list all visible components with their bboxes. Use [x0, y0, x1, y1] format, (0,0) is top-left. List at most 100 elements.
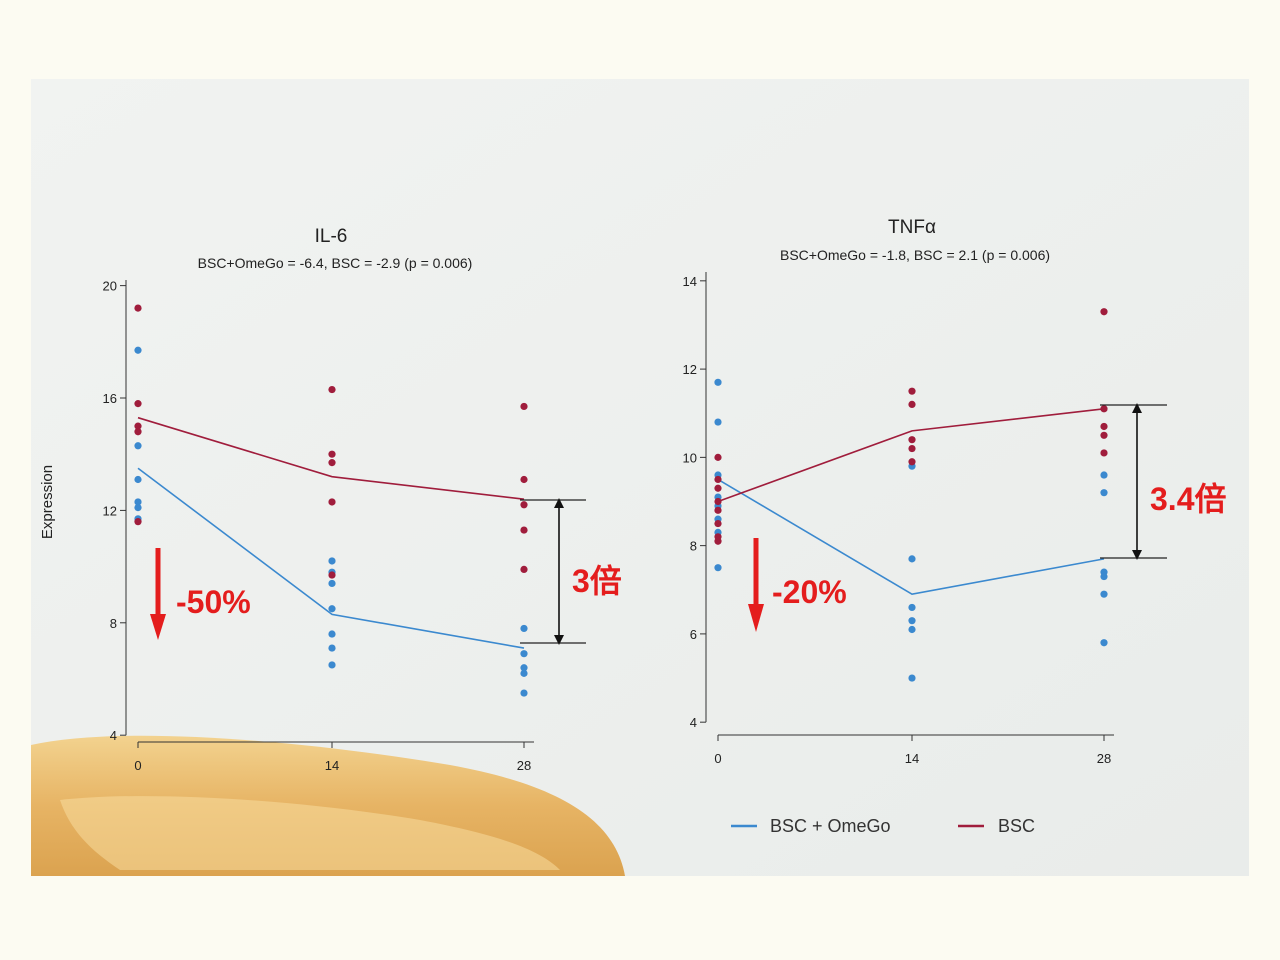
data-point-omego	[1100, 489, 1108, 497]
series-line-bsc	[717, 408, 1105, 503]
data-point-bsc	[1100, 405, 1108, 413]
series-line-omego	[137, 467, 525, 649]
data-point-bsc	[328, 459, 336, 467]
data-point-omego	[328, 661, 336, 669]
data-point-bsc	[520, 565, 528, 574]
chart-title: IL-6	[315, 226, 348, 247]
data-point-omego	[134, 346, 142, 354]
data-point-bsc	[520, 526, 528, 534]
y-tick-label: 14	[683, 274, 697, 289]
data-point-bsc	[714, 506, 722, 514]
data-point-omego	[134, 442, 142, 450]
legend-item-bsc: BSC	[958, 816, 1035, 836]
drop-annotation: -20%	[772, 574, 847, 610]
x-tick-label: 0	[714, 751, 721, 766]
data-point-omego	[520, 664, 528, 672]
legend-label-omego: BSC + OmeGo	[770, 816, 891, 836]
y-tick-label: 12	[103, 503, 117, 518]
chart-subtitle: BSC+OmeGo = -6.4, BSC = -2.9 (p = 0.006)	[198, 255, 473, 271]
data-point-bsc	[714, 537, 722, 545]
data-point-omego	[520, 624, 528, 633]
data-point-bsc	[714, 497, 722, 506]
y-tick-label: 6	[690, 627, 697, 642]
lines	[137, 416, 525, 649]
y-tick-label: 10	[683, 450, 697, 465]
data-point-omego	[328, 557, 336, 565]
data-point-bsc	[134, 518, 142, 526]
data-point-bsc	[1100, 308, 1108, 316]
data-point-omego	[908, 674, 916, 682]
y-tick-label: 16	[103, 391, 117, 406]
x-tick-label: 28	[517, 758, 531, 773]
legend-label-bsc: BSC	[998, 816, 1035, 836]
drop-annotation: -50%	[176, 584, 251, 620]
data-point-bsc	[908, 458, 916, 466]
data-point-omego	[1100, 639, 1108, 647]
data-point-omego	[1100, 572, 1108, 581]
data-point-omego	[328, 644, 336, 652]
annotations: -20% 3.4倍	[748, 403, 1227, 632]
annotations: -50% 3倍	[150, 498, 622, 645]
capsule-highlight	[60, 796, 560, 870]
ratio-annotation: 3倍	[572, 563, 622, 599]
data-point-omego	[328, 605, 336, 613]
drop-arrow-head	[748, 604, 764, 632]
data-point-bsc	[714, 519, 722, 528]
data-point-bsc	[134, 400, 142, 408]
series-line-omego	[717, 478, 1105, 596]
y-tick-label: 8	[690, 539, 697, 554]
data-point-bsc	[328, 450, 336, 458]
points	[714, 308, 1108, 682]
x-tick-label: 14	[325, 758, 339, 773]
x-tick-label: 28	[1097, 751, 1111, 766]
data-point-omego	[134, 498, 142, 506]
y-tick-label: 20	[103, 279, 117, 294]
y-tick-label: 8	[110, 616, 117, 631]
data-point-bsc	[908, 400, 916, 409]
axes: 4 8 12 16 20 0 14 28	[103, 279, 534, 773]
data-point-bsc	[134, 428, 142, 436]
data-point-bsc	[714, 453, 722, 461]
data-point-bsc	[1100, 422, 1108, 431]
data-point-bsc	[908, 387, 916, 395]
chart-title: TNFα	[888, 217, 936, 238]
data-point-omego	[908, 555, 916, 563]
ratio-annotation: 3.4倍	[1150, 481, 1227, 517]
data-point-omego	[1100, 590, 1108, 598]
series-line-bsc	[137, 416, 525, 500]
data-point-bsc	[520, 475, 528, 484]
data-point-bsc	[520, 402, 528, 411]
data-point-bsc	[908, 444, 916, 453]
data-point-bsc	[520, 501, 528, 509]
data-point-bsc	[908, 436, 916, 444]
data-point-omego	[908, 617, 916, 625]
data-point-omego	[328, 579, 336, 588]
data-point-omego	[1100, 471, 1108, 479]
x-tick-label: 0	[134, 758, 141, 773]
data-point-bsc	[328, 498, 336, 506]
data-point-bsc	[1100, 431, 1108, 439]
data-point-omego	[908, 625, 916, 634]
data-point-bsc	[328, 385, 336, 394]
data-point-omego	[520, 689, 528, 697]
data-point-bsc	[134, 422, 142, 430]
data-point-omego	[714, 418, 722, 426]
data-point-omego	[134, 475, 142, 484]
data-point-omego	[520, 650, 528, 658]
data-point-omego	[714, 564, 722, 572]
points	[134, 304, 528, 697]
chart-subtitle: BSC+OmeGo = -1.8, BSC = 2.1 (p = 0.006)	[780, 247, 1050, 263]
y-axis-label: Expression	[39, 465, 56, 539]
data-point-omego	[328, 630, 336, 638]
legend-item-omego: BSC + OmeGo	[731, 816, 891, 836]
data-point-omego	[908, 603, 916, 612]
y-tick-label: 12	[683, 362, 697, 377]
data-point-omego	[520, 669, 528, 677]
data-point-bsc	[1100, 449, 1108, 457]
chart-tnfa: TNFα BSC+OmeGo = -1.8, BSC = 2.1 (p = 0.…	[683, 217, 1227, 766]
x-tick-label: 14	[905, 751, 919, 766]
data-point-bsc	[714, 475, 722, 484]
data-point-bsc	[714, 484, 722, 492]
data-point-omego	[714, 378, 722, 386]
